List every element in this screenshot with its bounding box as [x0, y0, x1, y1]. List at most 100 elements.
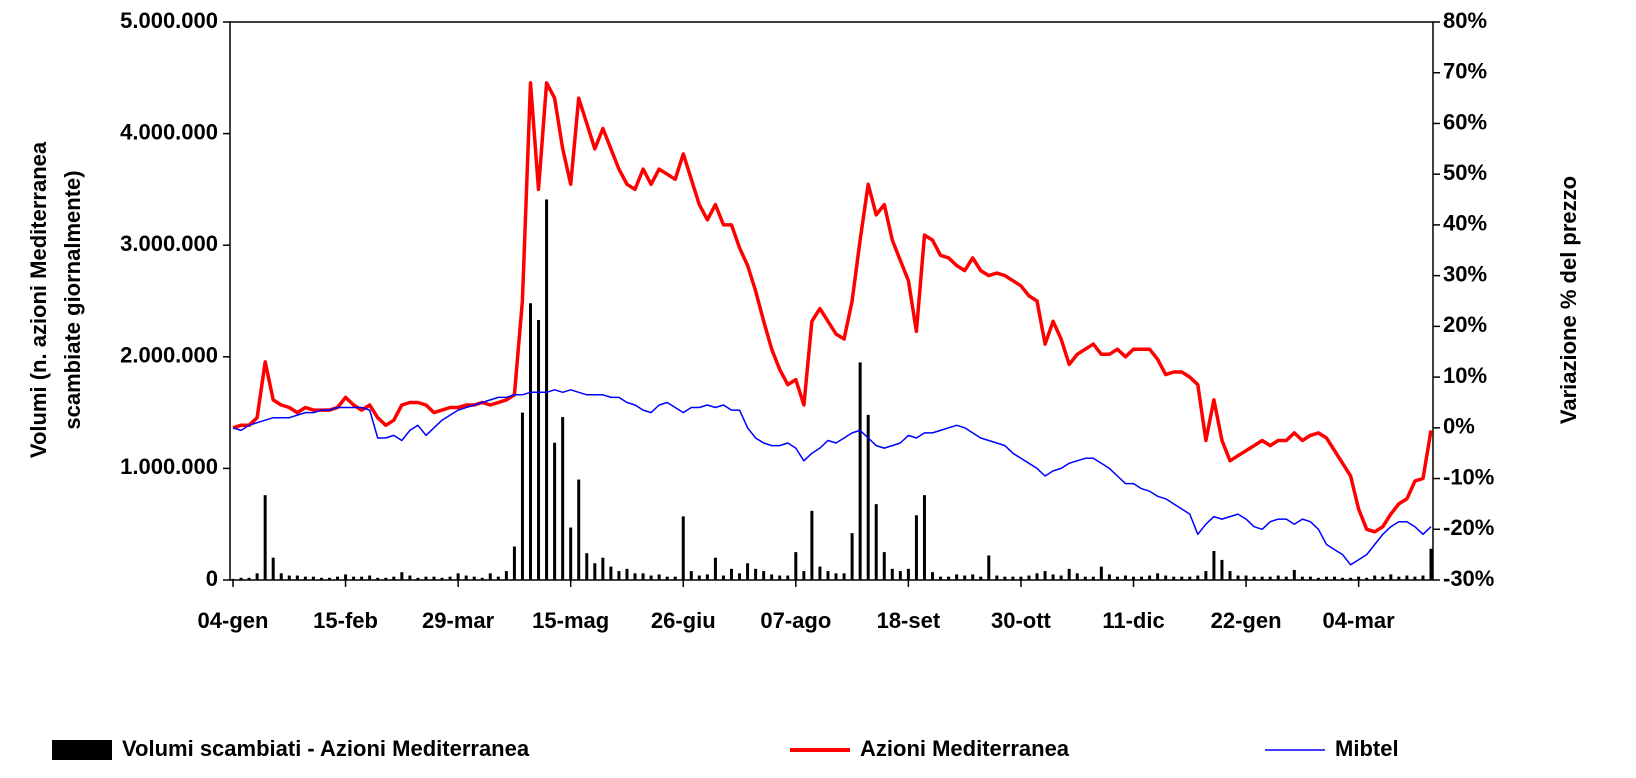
legend-swatch [52, 740, 112, 760]
volume-bar [1043, 571, 1047, 580]
volume-bar [914, 515, 918, 580]
volume-bar [456, 573, 460, 580]
volume-bar [1156, 573, 1160, 580]
volume-bar [1260, 576, 1264, 580]
y-axis-title-line: scambiate giornalmente) [60, 170, 85, 429]
volume-bar [392, 576, 396, 580]
legend-label: Azioni Mediterranea [860, 736, 1070, 761]
volume-bar [545, 199, 549, 580]
volume-bar [464, 575, 468, 580]
volume-bar [593, 563, 597, 580]
volume-bar [1067, 568, 1071, 580]
volume-bar [681, 516, 685, 580]
volume-bar [866, 414, 870, 580]
volume-bar [906, 568, 910, 580]
volume-bar [762, 571, 766, 580]
volume-bar [1333, 576, 1337, 580]
volume-bar [1236, 575, 1240, 580]
volume-bar [1324, 576, 1328, 580]
volume-bar [384, 577, 388, 580]
x-tick-label: 15-mag [532, 608, 609, 633]
volume-bar [352, 576, 356, 580]
volume-bar [255, 573, 259, 580]
y-axis-title: Volumi (n. azioni Mediterranea scambiate… [26, 141, 85, 458]
legend-item: Mibtel [1265, 736, 1399, 761]
volume-bar [1244, 575, 1248, 580]
y2-tick-label: 60% [1443, 109, 1487, 134]
y2-tick-label: 30% [1443, 261, 1487, 286]
volume-bar [336, 576, 340, 580]
volume-bar [1413, 576, 1417, 580]
volume-bar [971, 574, 975, 580]
volume-bar [344, 574, 348, 580]
volume-bar [1276, 575, 1280, 580]
volume-bar [697, 575, 701, 580]
legend-item: Volumi scambiati - Azioni Mediterranea [52, 736, 530, 761]
volume-bar [1397, 576, 1401, 580]
volume-bar [1059, 575, 1063, 580]
volume-bar [1196, 575, 1200, 580]
volume-bar [561, 417, 565, 580]
legend-label: Mibtel [1335, 736, 1399, 761]
volume-bar [898, 571, 902, 580]
volume-bar [826, 571, 830, 580]
volume-bar [995, 575, 999, 580]
volume-bar [1365, 577, 1369, 580]
y2-tick-label: 80% [1443, 8, 1487, 33]
volume-bar [979, 576, 983, 580]
volume-bar [802, 571, 806, 580]
volume-bar [1180, 576, 1184, 580]
y-axis-title-line: Volumi (n. azioni Mediterranea [26, 141, 51, 458]
volume-bar [890, 568, 894, 580]
volume-bar [537, 319, 541, 580]
volume-bar [754, 568, 758, 580]
x-tick-label: 30-ott [991, 608, 1052, 633]
volume-bar [400, 572, 404, 580]
volume-bar [424, 576, 428, 580]
x-tick-label: 04-mar [1323, 608, 1396, 633]
volume-bar [1123, 575, 1127, 580]
volume-bar [1188, 576, 1192, 580]
volume-bar [1140, 576, 1144, 580]
y2-tick-label: -10% [1443, 464, 1494, 489]
volume-bar [689, 571, 693, 580]
volume-bar [842, 573, 846, 580]
volume-bar [585, 553, 589, 580]
volume-bar [1349, 577, 1353, 580]
volume-bar [834, 573, 838, 580]
volume-bar [931, 572, 935, 580]
volume-bar [569, 527, 573, 580]
volume-bar [488, 573, 492, 580]
price-line [232, 81, 1433, 534]
legend-label: Volumi scambiati - Azioni Mediterranea [122, 736, 530, 761]
volume-bar [376, 577, 380, 580]
volume-bar [239, 577, 243, 580]
y-tick-label: 1.000.000 [120, 454, 218, 479]
volume-bar [247, 577, 251, 580]
volume-bar [1132, 576, 1136, 580]
volume-bar [263, 495, 267, 580]
volume-bar [1011, 576, 1015, 580]
y-tick-label: 5.000.000 [120, 8, 218, 33]
volume-bar [939, 576, 943, 580]
volume-bar [287, 575, 291, 580]
y2-tick-label: 40% [1443, 211, 1487, 236]
volume-bar [882, 552, 886, 580]
volume-bar [770, 574, 774, 580]
volume-bar [1252, 576, 1256, 580]
x-tick-label: 26-giu [651, 608, 716, 633]
volume-bar [947, 576, 951, 580]
volume-bar [778, 575, 782, 580]
x-tick-label: 18-set [877, 608, 941, 633]
volume-bar [641, 573, 645, 580]
volume-bar [416, 577, 420, 580]
volume-bar [955, 574, 959, 580]
y-tick-label: 3.000.000 [120, 231, 218, 256]
volume-bar [311, 576, 315, 580]
x-tick-label: 04-gen [198, 608, 269, 633]
volume-bar [1019, 576, 1023, 580]
volume-bar [440, 577, 444, 580]
volume-bar [673, 576, 677, 580]
volume-bar [504, 571, 508, 580]
